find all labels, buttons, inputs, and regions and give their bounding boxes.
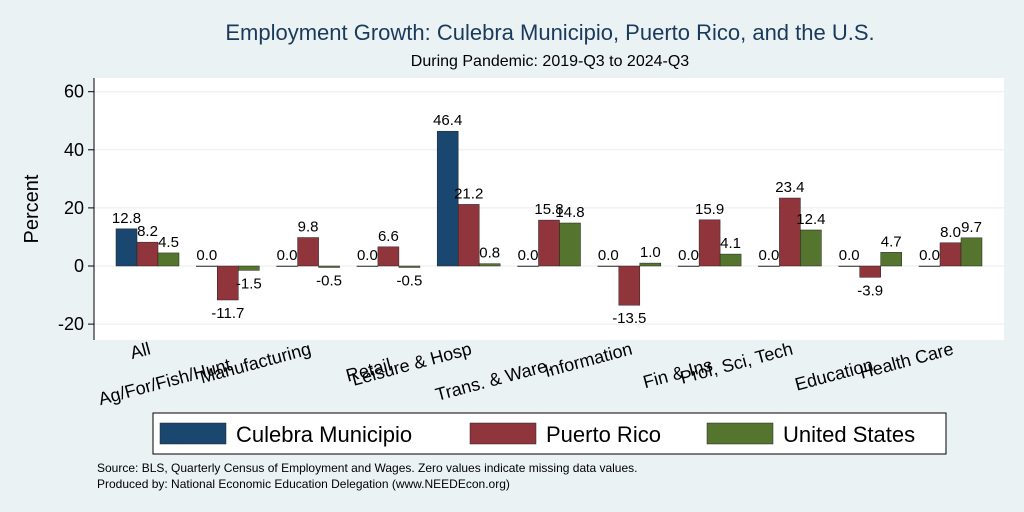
legend-label: Puerto Rico xyxy=(546,422,661,447)
bar xyxy=(457,204,480,267)
bar xyxy=(779,197,801,267)
x-category-label: Prof, Sci, Tech xyxy=(678,339,795,388)
bar xyxy=(538,219,560,267)
bar xyxy=(318,265,340,268)
source-note: Source: BLS, Quarterly Census of Employm… xyxy=(97,461,637,475)
data-label: 12.4 xyxy=(796,211,825,228)
data-label: 9.8 xyxy=(298,219,319,236)
data-label: 0.0 xyxy=(357,247,378,264)
data-label: -3.9 xyxy=(857,282,883,299)
data-label: 9.7 xyxy=(961,219,982,236)
data-label: 0.8 xyxy=(479,245,500,262)
data-label: 0.0 xyxy=(758,247,779,264)
bar xyxy=(559,222,581,267)
data-label: -11.7 xyxy=(211,305,244,322)
bar xyxy=(238,265,260,271)
y-axis-label: Percent xyxy=(21,174,43,243)
chart-subtitle: During Pandemic: 2019-Q3 to 2024-Q3 xyxy=(411,53,689,70)
data-label: 4.7 xyxy=(881,233,902,250)
bar xyxy=(377,246,400,267)
bar xyxy=(939,242,962,267)
data-label: 6.6 xyxy=(378,228,399,245)
bar xyxy=(639,262,662,267)
bar xyxy=(719,253,742,267)
data-label: 21.2 xyxy=(454,185,483,202)
data-label: 14.8 xyxy=(555,204,584,221)
legend-swatch xyxy=(159,422,227,445)
bar xyxy=(838,265,860,267)
data-label: -13.5 xyxy=(612,310,646,327)
bar xyxy=(398,265,421,268)
x-category-label: All xyxy=(128,339,153,363)
data-label: 0.0 xyxy=(277,247,298,264)
data-label: 1.0 xyxy=(640,244,661,261)
legend-swatch xyxy=(706,422,774,445)
bar xyxy=(800,229,822,267)
bar xyxy=(297,237,319,267)
data-label: 0.0 xyxy=(196,247,217,264)
data-label: -0.5 xyxy=(396,272,422,289)
legend-label: Culebra Municipio xyxy=(236,422,412,447)
legend: Culebra Municipio Puerto Rico United State… xyxy=(152,412,947,455)
bar xyxy=(960,237,983,267)
data-label: 12.8 xyxy=(112,210,141,227)
bar xyxy=(618,265,641,306)
y-tick-label: 20 xyxy=(64,198,84,218)
chart-title: Employment Growth: Culebra Municipio, Pu… xyxy=(225,20,874,45)
data-label: 46.4 xyxy=(433,112,462,129)
bar xyxy=(217,265,239,301)
bar xyxy=(436,130,459,267)
data-label: 0.0 xyxy=(518,247,539,264)
data-label: 0.0 xyxy=(919,247,940,264)
bar xyxy=(880,252,902,267)
data-label: 8.0 xyxy=(940,224,961,241)
x-category-label: Information xyxy=(542,339,634,382)
bar xyxy=(517,265,539,267)
produced-by-note: Produced by: National Economic Education… xyxy=(97,477,510,491)
bar xyxy=(136,241,159,267)
data-label: 8.2 xyxy=(137,223,158,240)
bar xyxy=(115,228,138,267)
data-label: 0.0 xyxy=(839,247,860,264)
bars xyxy=(115,130,983,306)
legend-box xyxy=(152,412,947,455)
y-tick-label: 40 xyxy=(64,140,84,160)
bar xyxy=(859,265,881,278)
bar xyxy=(677,265,700,267)
bar xyxy=(597,265,620,267)
data-label: -0.5 xyxy=(316,272,342,289)
data-label: -1.5 xyxy=(236,275,262,292)
data-label: 4.5 xyxy=(158,234,179,251)
data-label: 15.8 xyxy=(534,201,563,218)
bar xyxy=(356,265,379,267)
bar xyxy=(698,219,721,267)
y-axis: -20 0 20 40 60 xyxy=(58,78,95,340)
bar xyxy=(478,263,501,267)
data-label: 0.0 xyxy=(598,247,619,264)
legend-label: United States xyxy=(783,422,915,447)
data-label: 4.1 xyxy=(720,235,741,252)
bar xyxy=(758,265,780,267)
bar xyxy=(276,265,298,267)
legend-swatch xyxy=(469,422,537,445)
y-tick-label: 0 xyxy=(74,256,84,276)
plot-area xyxy=(94,78,1004,340)
data-label: 23.4 xyxy=(775,179,804,196)
bar xyxy=(918,265,941,267)
bar xyxy=(157,252,180,267)
y-tick-label: 60 xyxy=(64,82,84,102)
x-category-label: Manufacturing xyxy=(198,339,313,388)
y-tick-label: -20 xyxy=(58,314,84,334)
data-label: 15.9 xyxy=(695,201,724,218)
data-label: 0.0 xyxy=(678,247,699,264)
x-category-label: Health Care xyxy=(858,339,956,383)
bar xyxy=(196,265,218,267)
data-labels: 12.88.24.50.0-11.7-1.50.09.8-0.50.06.6-0… xyxy=(112,112,982,327)
